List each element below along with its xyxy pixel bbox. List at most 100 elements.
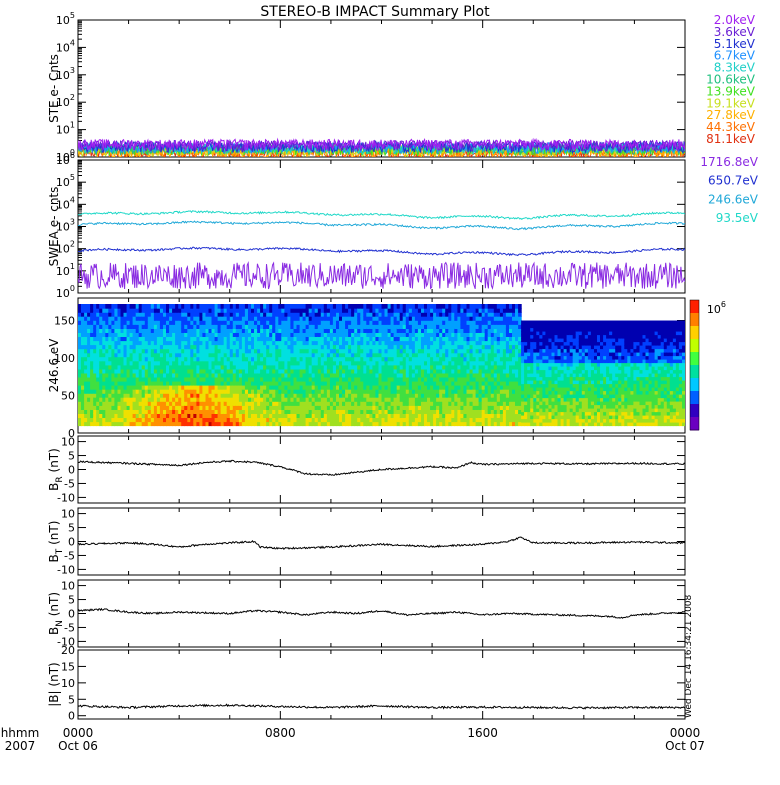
spectrogram-cell [124, 357, 128, 362]
spectrogram-cell [539, 391, 543, 395]
spectrogram-cell [193, 381, 197, 386]
spectrogram-cell [324, 389, 328, 394]
spectrogram-cell [418, 373, 422, 378]
spectrogram-cell [133, 340, 137, 345]
spectrogram-cell [184, 405, 188, 410]
spectrogram-cell [506, 421, 510, 426]
spectrogram-cell [124, 373, 128, 378]
spectrogram-cell [558, 405, 562, 409]
spectrogram-cell [436, 369, 440, 374]
spectrogram-cell [418, 340, 422, 345]
spectrogram-cell [315, 369, 319, 374]
spectrogram-cell [324, 421, 328, 426]
spectrogram-cell [324, 357, 328, 362]
spectrogram-cell [403, 340, 407, 345]
spectrogram-cell [515, 361, 519, 366]
spectrogram-cell [254, 357, 258, 362]
spectrogram-cell [470, 316, 474, 321]
spectrogram-cell [212, 381, 216, 386]
spectrogram-cell [427, 421, 431, 426]
spectrogram-cell [99, 369, 103, 374]
spectrogram-cell [90, 413, 94, 418]
spectrogram-cell [221, 385, 225, 390]
spectrogram-cell [342, 405, 346, 410]
spectrogram-cell [506, 332, 510, 337]
spectrogram-cell [281, 336, 285, 341]
spectrogram-cell [263, 389, 267, 394]
spectrogram-cell [530, 373, 534, 377]
spectrogram-cell [333, 316, 337, 321]
spectrogram-cell [245, 377, 249, 382]
spectrogram-cell [315, 421, 319, 426]
spectrogram-cell [193, 409, 197, 414]
spectrogram-cell [297, 369, 301, 374]
spectrogram-cell [99, 417, 103, 422]
spectrogram-cell [530, 363, 534, 367]
spectrogram-cell [221, 421, 225, 426]
spectrogram-cell [366, 385, 370, 390]
spectrogram-cell [357, 345, 361, 350]
spectrogram-cell [297, 332, 301, 337]
spectrogram-cell [454, 421, 458, 426]
spectrogram-cell [366, 304, 370, 309]
spectrogram-cell [166, 345, 170, 350]
spectrogram-cell [236, 409, 240, 414]
spectrogram-cell [306, 304, 310, 309]
spectrogram-cell [506, 328, 510, 333]
spectrogram-cell [108, 409, 112, 414]
spectrogram-cell [221, 340, 225, 345]
spectrogram-cell [202, 405, 206, 410]
spectrogram-cell [290, 377, 294, 382]
series-line-swea-650.7eV [78, 247, 685, 255]
spectrogram-cell [530, 338, 534, 342]
spectrogram-cell [297, 308, 301, 313]
spectrogram-cell [315, 304, 319, 309]
spectrogram-cell [497, 413, 501, 418]
spectrogram-cell [99, 316, 103, 321]
spectrogram-cell [281, 405, 285, 410]
spectrogram-cell [193, 413, 197, 418]
spectrogram-cell [281, 304, 285, 309]
spectrogram-cell [263, 308, 267, 313]
spectrogram-cell [497, 340, 501, 345]
spectrogram-cell [357, 405, 361, 410]
spectrogram-cell [375, 357, 379, 362]
spectrogram-cell [133, 320, 137, 325]
spectrogram-cell [324, 377, 328, 382]
spectrogram-cell [375, 308, 379, 313]
spectrogram-cell [454, 369, 458, 374]
spectrogram-cell [375, 316, 379, 321]
spectrogram-cell [236, 369, 240, 374]
spectrogram-cell [409, 397, 413, 402]
spectrogram-cell [558, 387, 562, 391]
spectrogram-cell [151, 421, 155, 426]
spectrogram-cell [324, 340, 328, 345]
spectrogram-cell [281, 397, 285, 402]
spectrogram-cell [227, 365, 231, 370]
spectrogram-cell [394, 373, 398, 378]
spectrogram-cell [254, 401, 258, 406]
spectrogram-cell [108, 389, 112, 394]
spectrogram-cell [436, 365, 440, 370]
spectrogram-cell [81, 365, 85, 370]
spectrogram-cell [81, 316, 85, 321]
spectrogram-cell [297, 349, 301, 354]
spectrogram-cell [184, 365, 188, 370]
spectrogram-cell [454, 349, 458, 354]
spectrogram-cell [539, 331, 543, 335]
spectrogram-cell [454, 304, 458, 309]
spectrogram-cell [160, 320, 164, 325]
spectrogram-cell [470, 336, 474, 341]
spectrogram-cell [351, 365, 355, 370]
spectrogram-cell [357, 328, 361, 333]
spectrogram-cell [394, 324, 398, 329]
spectrogram-cell [108, 349, 112, 354]
spectrogram-cell [306, 320, 310, 325]
spectrogram-cell [463, 324, 467, 329]
spectrogram-cell [436, 324, 440, 329]
spectrogram-cell [463, 308, 467, 313]
spectrogram-cell [427, 417, 431, 422]
spectrogram-cell [548, 324, 552, 328]
spectrogram-cell [90, 401, 94, 406]
spectrogram-cell [385, 369, 389, 374]
